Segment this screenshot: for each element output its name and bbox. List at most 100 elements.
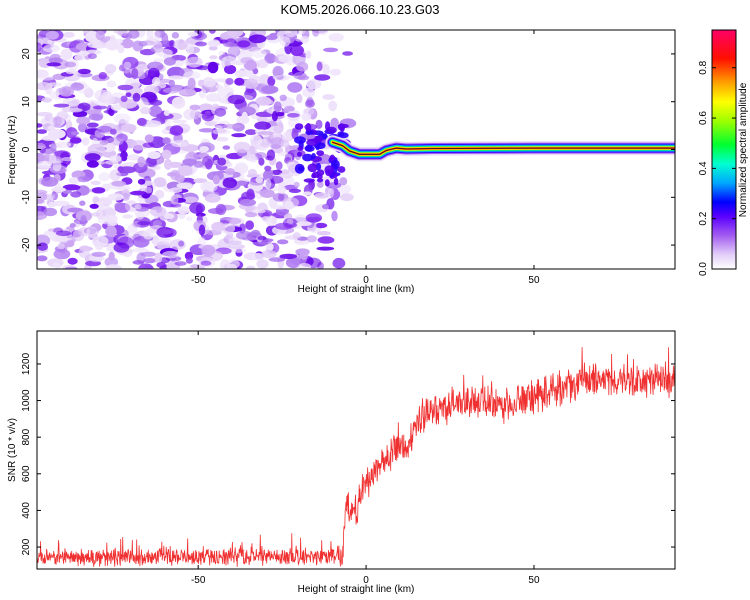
noise-blob [195,41,207,47]
y-tick-label: 400 [21,502,32,519]
noise-blob [131,140,147,151]
noise-blob [200,260,212,266]
noise-blob [151,76,161,86]
noise-blob [48,152,57,165]
noise-blob [223,42,237,48]
noise-blob [227,94,245,105]
noise-blob [322,94,335,100]
noise-blob [265,34,278,41]
noise-blob [277,239,289,245]
y-tick-label: -20 [21,237,32,252]
noise-blob [217,157,227,166]
noise-blob [298,263,312,269]
noise-blob [201,244,216,257]
noise-blob [41,97,53,103]
noise-blob [279,253,298,259]
noise-blob [246,265,255,269]
noise-blob [314,192,330,199]
noise-blob [166,161,184,168]
noise-blob [204,193,221,203]
noise-blob [149,35,162,42]
noise-blob [257,59,269,69]
noise-blob [296,61,309,72]
noise-blob [171,195,179,205]
noise-blob [37,142,46,150]
noise-blob [279,94,287,102]
noise-blob [264,165,272,172]
noise-blob [171,140,189,148]
noise-blob [70,137,82,144]
noise-blob [76,116,91,125]
noise-blob [37,255,48,262]
noise-blob [135,212,145,220]
noise-blob [177,165,193,177]
spectrogram-noise-blobs [37,30,357,269]
noise-blob [163,110,170,116]
y-tick-label: 20 [21,48,32,60]
noise-blob [260,141,272,148]
snr-y-ticks: 200 400 600 800 1000 1200 [21,352,675,555]
noise-blob [198,224,206,236]
noise-blob [222,177,237,189]
noise-blob [70,82,84,91]
noise-blob [274,222,293,230]
noise-blob [234,70,247,78]
noise-blob [109,169,121,181]
noise-blob [137,156,146,168]
noise-blob [182,158,198,166]
noise-blob [91,251,106,257]
y-tick-label: 1200 [21,352,32,375]
noise-blob [98,72,108,80]
noise-blob [137,221,151,226]
noise-blob [37,129,47,134]
noise-blob [306,79,322,90]
noise-blob [279,171,294,179]
noise-blob [199,181,218,193]
noise-blob [226,30,244,38]
noise-blob [316,150,325,157]
noise-blob [90,180,101,186]
noise-blob [337,131,345,137]
noise-blob [139,107,151,115]
snr-panel: -50 0 50 200 400 600 800 1000 1200 Height of st… [7,330,676,595]
noise-blob [337,166,346,173]
noise-blob [145,186,153,194]
y-tick-label: 10 [21,96,32,108]
noise-blob [284,235,301,240]
noise-blob [91,187,106,194]
noise-blob [185,85,195,95]
noise-blob [208,208,224,214]
noise-blob [258,157,265,166]
noise-blob [293,71,307,80]
noise-blob [198,128,215,133]
noise-blob [318,30,329,36]
noise-blob [306,139,318,147]
noise-blob [123,251,132,257]
spectrogram-x-ticks: -50 0 50 [191,30,540,286]
noise-blob [177,206,190,214]
noise-blob [314,222,328,229]
noise-blob [255,152,267,159]
noise-blob [217,50,226,56]
noise-blob [109,155,122,163]
noise-blob [121,192,130,201]
noise-blob [216,128,227,134]
noise-blob [77,68,91,75]
spectrogram-ridge [325,135,675,162]
noise-blob [162,87,181,94]
noise-blob [248,205,258,210]
noise-blob [40,176,59,187]
noise-blob [263,169,273,181]
noise-blob [302,87,315,98]
noise-blob [257,235,267,241]
noise-blob [244,212,258,218]
noise-blob [328,100,338,112]
noise-blob [316,246,335,251]
noise-blob [144,134,154,143]
noise-blob [272,74,291,81]
noise-blob [91,212,100,217]
noise-blob [53,248,71,260]
noise-blob [142,181,153,186]
noise-blob [98,172,111,182]
